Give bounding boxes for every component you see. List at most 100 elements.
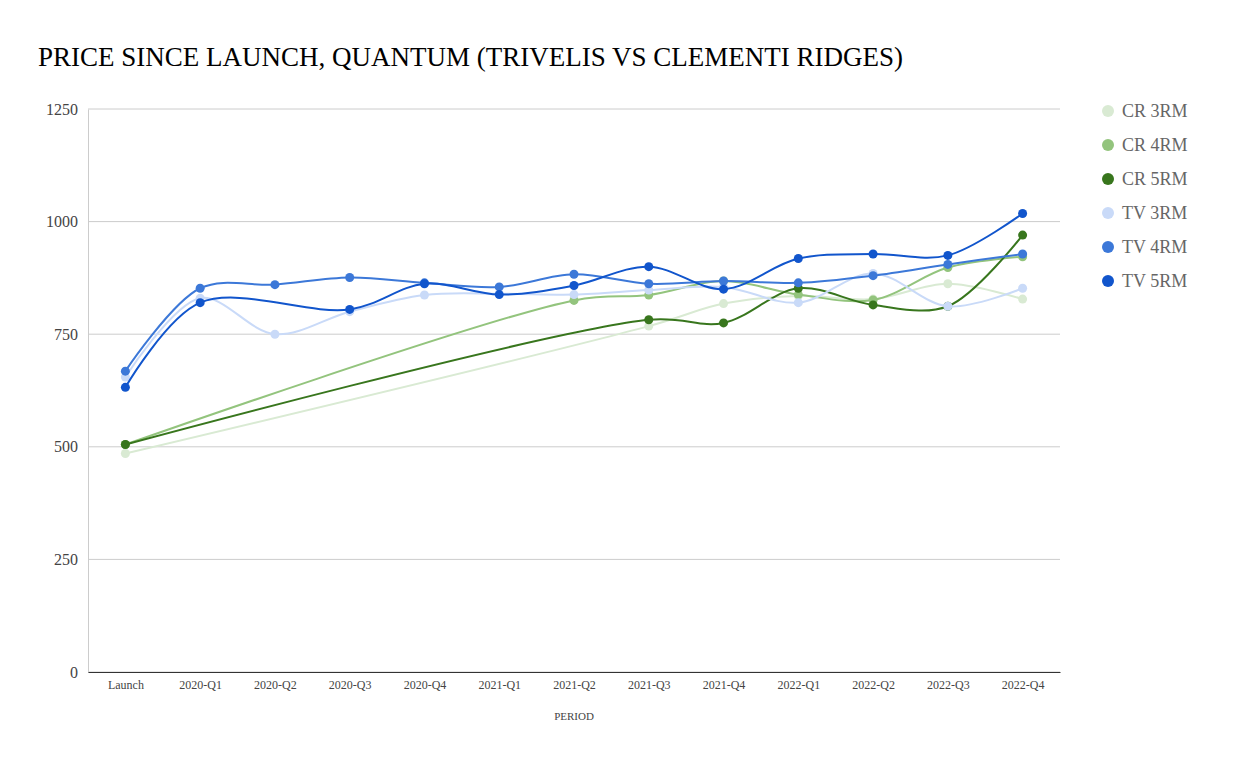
legend-swatch — [1102, 139, 1114, 151]
grid-line — [88, 559, 1060, 560]
series-point — [794, 254, 803, 263]
series-point — [570, 270, 579, 279]
legend-label: TV 5RM — [1122, 271, 1187, 291]
series-point — [1018, 295, 1027, 304]
x-tick: 2020-Q3 — [329, 672, 372, 692]
legend-swatch — [1102, 275, 1114, 287]
chart-title: PRICE SINCE LAUNCH, QUANTUM (TRIVELIS VS… — [38, 42, 903, 72]
legend-label: CR 3RM — [1122, 101, 1188, 121]
legend-label: CR 4RM — [1122, 135, 1188, 155]
y-tick: 500 — [54, 438, 88, 455]
series-point — [345, 305, 354, 314]
series-point — [121, 440, 130, 449]
x-axis-line — [89, 672, 1061, 673]
series-point — [121, 383, 130, 392]
legend-item: TV 4RM — [1102, 237, 1187, 257]
series — [121, 231, 1027, 449]
series-point — [570, 281, 579, 290]
series-group — [121, 209, 1027, 458]
x-tick: 2022-Q3 — [927, 672, 970, 692]
series-line — [125, 235, 1022, 444]
x-tick-label: 2020-Q3 — [329, 678, 372, 692]
legend-label: TV 4RM — [1122, 237, 1187, 257]
x-tick-label: 2022-Q3 — [927, 678, 970, 692]
y-tick-label: 750 — [54, 326, 78, 343]
series-point — [1018, 250, 1027, 259]
series-point — [943, 251, 952, 260]
series-point — [121, 367, 130, 376]
x-tick-label: 2021-Q2 — [553, 678, 596, 692]
legend-swatch — [1102, 207, 1114, 219]
series-line — [125, 284, 1022, 454]
series-point — [121, 440, 130, 449]
series-point — [495, 289, 504, 298]
legend-swatch — [1102, 105, 1114, 117]
series-point — [495, 282, 504, 291]
series-point — [644, 279, 653, 288]
series-point — [644, 315, 653, 324]
grid-line — [88, 221, 1060, 222]
x-tick-label: 2021-Q4 — [703, 678, 746, 692]
series-point — [196, 284, 205, 293]
series — [121, 279, 1027, 458]
y-tick-label: 1250 — [46, 101, 78, 118]
series-line — [125, 254, 1022, 371]
x-tick: 2022-Q2 — [852, 672, 895, 692]
y-tick: 0 — [70, 664, 88, 681]
series-point — [719, 299, 728, 308]
legend: CR 3RM CR 4RM CR 5RM TV 3RM TV 4RM TV 5RM — [1102, 101, 1188, 291]
series-line — [125, 273, 1022, 377]
x-tick: 2021-Q1 — [478, 672, 521, 692]
legend-item: CR 3RM — [1102, 101, 1188, 121]
series — [121, 250, 1027, 376]
series-point — [270, 280, 279, 289]
x-tick: 2021-Q3 — [628, 672, 671, 692]
series-point — [719, 277, 728, 286]
series-point — [570, 290, 579, 299]
series-point — [943, 302, 952, 311]
y-tick: 250 — [54, 551, 88, 568]
series — [121, 252, 1027, 449]
series-point — [121, 449, 130, 458]
series-point — [943, 302, 952, 311]
legend-label: CR 5RM — [1122, 169, 1188, 189]
series-point — [943, 260, 952, 269]
series-point — [869, 250, 878, 259]
series-point — [794, 298, 803, 307]
y-tick-label: 0 — [70, 664, 78, 681]
x-tick-label: Launch — [108, 678, 144, 692]
series-point — [719, 285, 728, 294]
series-point — [196, 298, 205, 307]
x-axis-title: PERIOD — [554, 710, 594, 722]
series-point — [719, 318, 728, 327]
series-point — [869, 300, 878, 309]
series-point — [495, 290, 504, 299]
series-point — [420, 291, 429, 300]
y-tick-label: 1000 — [46, 213, 78, 230]
grid-line — [88, 672, 1060, 673]
y-tick-label: 500 — [54, 438, 78, 455]
series-point — [794, 278, 803, 287]
series-point — [420, 279, 429, 288]
series — [121, 209, 1027, 392]
y-tick: 1000 — [46, 213, 88, 230]
plot-area: 025050075010001250Launch2020-Q12020-Q220… — [46, 101, 1061, 692]
grid — [88, 109, 1060, 672]
y-tick-label: 250 — [54, 551, 78, 568]
series-point — [1018, 209, 1027, 218]
x-tick: 2020-Q2 — [254, 672, 297, 692]
legend-swatch — [1102, 241, 1114, 253]
series-point — [345, 273, 354, 282]
series-point — [943, 279, 952, 288]
grid-line — [88, 446, 1060, 447]
y-tick: 1250 — [46, 101, 88, 118]
grid-line — [88, 334, 1060, 335]
x-tick-label: 2020-Q4 — [404, 678, 447, 692]
x-tick: 2020-Q4 — [404, 672, 447, 692]
series-point — [644, 262, 653, 271]
series-line — [125, 213, 1022, 387]
series — [121, 269, 1027, 382]
x-tick-label: 2021-Q1 — [478, 678, 521, 692]
legend-swatch — [1102, 173, 1114, 185]
legend-item: TV 3RM — [1102, 203, 1187, 223]
